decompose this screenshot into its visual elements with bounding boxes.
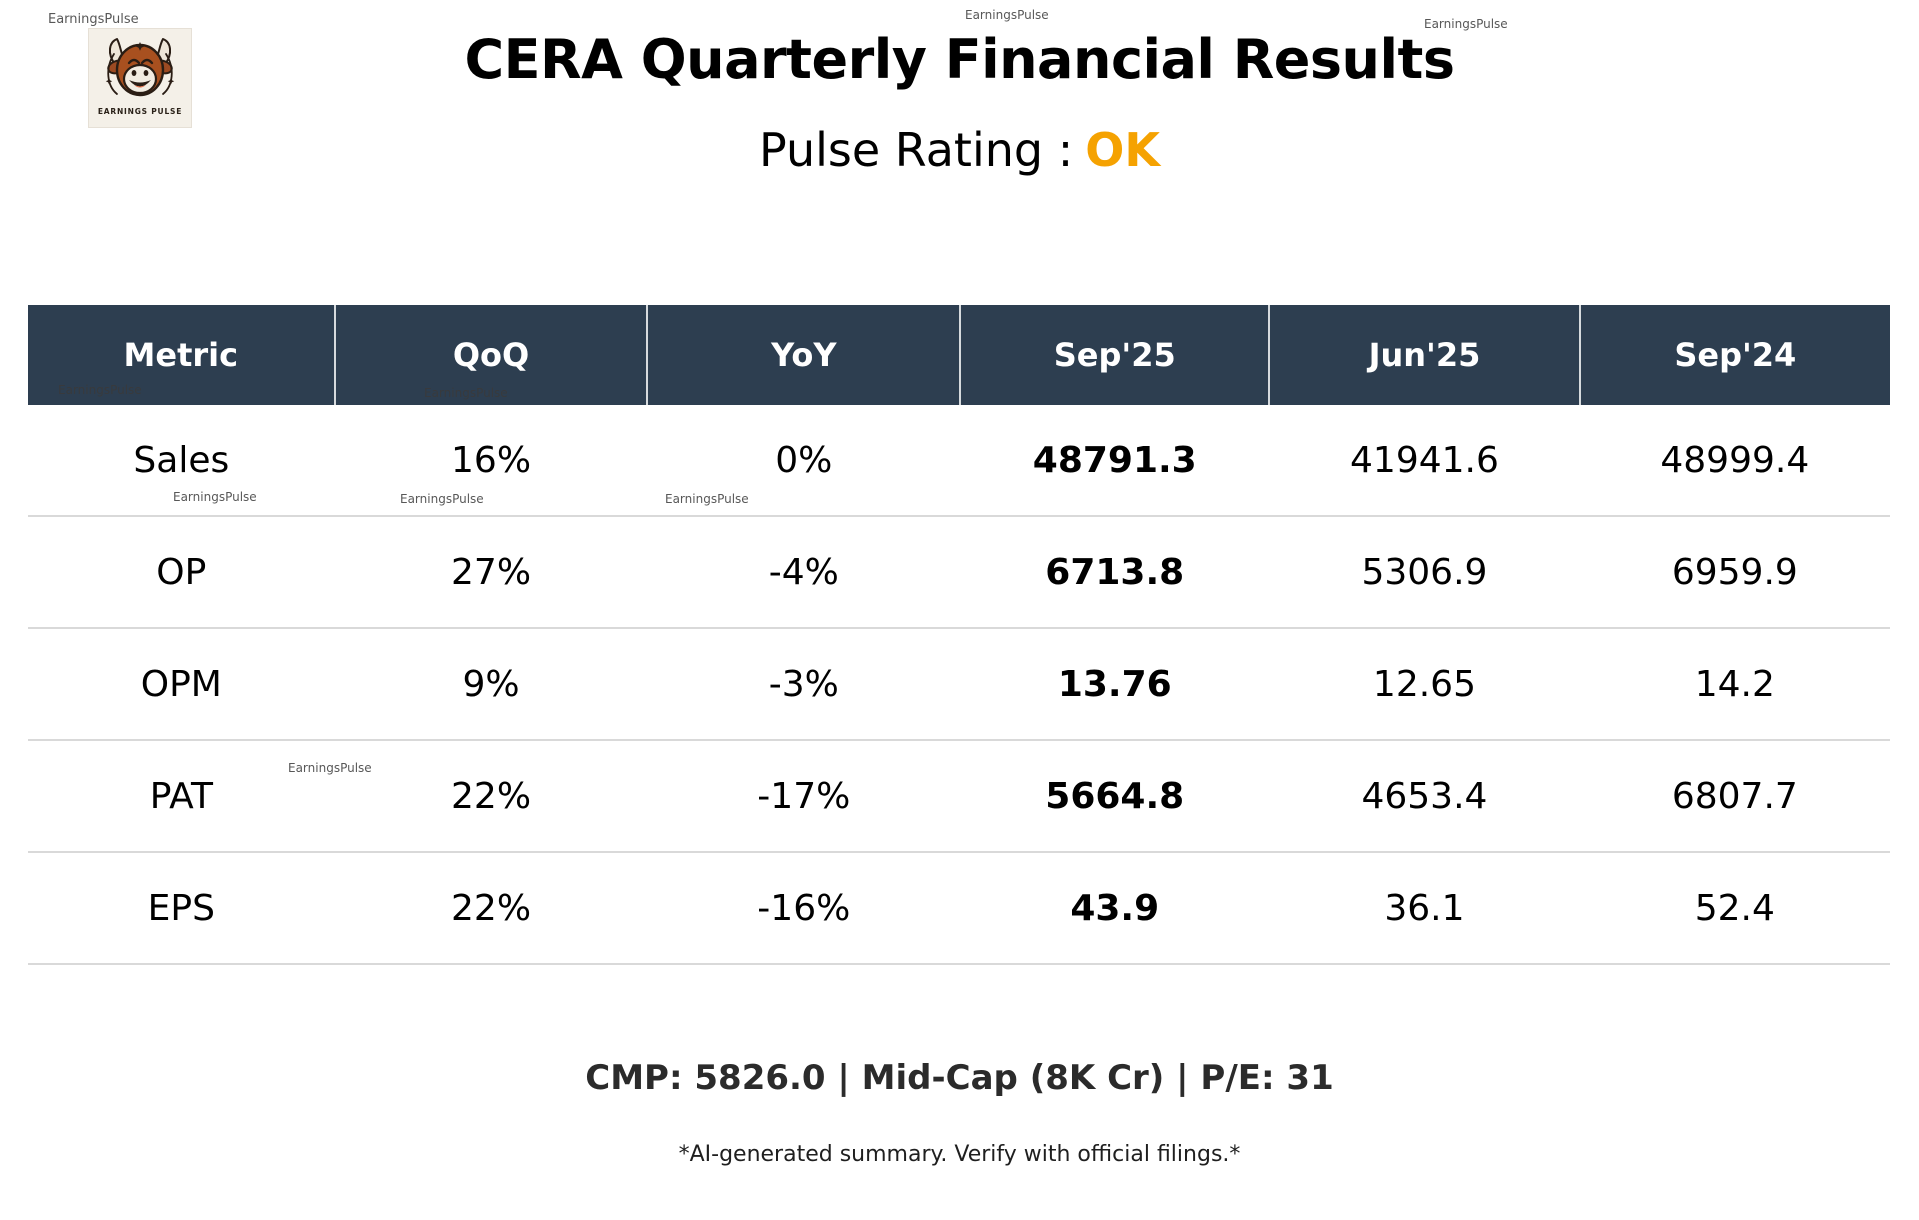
pulse-rating: Pulse Rating : OK bbox=[0, 123, 1919, 177]
table-row: OPM 9% -3% 13.76 12.65 14.2 bbox=[28, 628, 1890, 741]
table-header-row: Metric QoQ YoY Sep'25 Jun'25 Sep'24 bbox=[28, 305, 1890, 405]
cell-prev-quarter: 4653.4 bbox=[1269, 740, 1580, 853]
cell-yoy: -4% bbox=[647, 516, 961, 629]
cell-prev-quarter: 36.1 bbox=[1269, 852, 1580, 965]
cell-yoy: -16% bbox=[647, 852, 961, 965]
cell-current: 48791.3 bbox=[960, 405, 1270, 517]
brand-logo: EARNINGS PULSE bbox=[88, 28, 192, 128]
column-header-sep25: Sep'25 bbox=[960, 305, 1271, 405]
cell-qoq: 22% bbox=[334, 852, 648, 965]
cell-yoy: 0% bbox=[647, 405, 961, 517]
page-title: CERA Quarterly Financial Results bbox=[464, 28, 1455, 91]
cell-metric: OPM bbox=[28, 628, 335, 741]
financial-results-table: Metric QoQ YoY Sep'25 Jun'25 Sep'24 Sale… bbox=[28, 305, 1890, 965]
footer-disclaimer: *AI-generated summary. Verify with offic… bbox=[678, 1142, 1241, 1167]
cell-yoy: -17% bbox=[647, 740, 961, 853]
cell-prev-quarter: 5306.9 bbox=[1269, 516, 1580, 629]
column-header-sep24: Sep'24 bbox=[1579, 305, 1890, 405]
column-header-qoq: QoQ bbox=[334, 305, 649, 405]
cell-metric: PAT bbox=[28, 740, 335, 853]
cell-qoq: 16% bbox=[334, 405, 648, 517]
cell-qoq: 9% bbox=[334, 628, 648, 741]
cell-current: 6713.8 bbox=[960, 516, 1270, 629]
cell-current: 5664.8 bbox=[960, 740, 1270, 853]
cell-metric: Sales bbox=[28, 405, 335, 517]
cell-qoq: 22% bbox=[334, 740, 648, 853]
bull-logo-icon bbox=[101, 34, 179, 106]
logo-caption: EARNINGS PULSE bbox=[97, 107, 183, 116]
pulse-rating-value: OK bbox=[1085, 123, 1160, 177]
cell-prev-year: 6807.7 bbox=[1579, 740, 1890, 853]
table-row: Sales 16% 0% 48791.3 41941.6 48999.4 bbox=[28, 405, 1890, 517]
cell-metric: EPS bbox=[28, 852, 335, 965]
cell-prev-year: 52.4 bbox=[1579, 852, 1890, 965]
column-header-metric: Metric bbox=[28, 305, 336, 405]
column-header-yoy: YoY bbox=[647, 305, 962, 405]
cell-current: 43.9 bbox=[960, 852, 1270, 965]
cell-prev-year: 48999.4 bbox=[1579, 405, 1890, 517]
cell-yoy: -3% bbox=[647, 628, 961, 741]
table-row: OP 27% -4% 6713.8 5306.9 6959.9 bbox=[28, 516, 1890, 629]
cell-prev-year: 14.2 bbox=[1579, 628, 1890, 741]
column-header-jun25: Jun'25 bbox=[1269, 305, 1581, 405]
watermark: EarningsPulse bbox=[48, 12, 139, 27]
watermark: EarningsPulse bbox=[965, 8, 1049, 22]
cell-prev-year: 6959.9 bbox=[1579, 516, 1890, 629]
cell-qoq: 27% bbox=[334, 516, 648, 629]
cell-current: 13.76 bbox=[960, 628, 1270, 741]
footer-stats: CMP: 5826.0 | Mid-Cap (8K Cr) | P/E: 31 bbox=[585, 1058, 1334, 1098]
cell-prev-quarter: 41941.6 bbox=[1269, 405, 1580, 517]
cell-metric: OP bbox=[28, 516, 335, 629]
cell-prev-quarter: 12.65 bbox=[1269, 628, 1580, 741]
pulse-rating-label: Pulse Rating : bbox=[759, 123, 1074, 177]
table-row: EPS 22% -16% 43.9 36.1 52.4 bbox=[28, 852, 1890, 965]
table-row: PAT 22% -17% 5664.8 4653.4 6807.7 bbox=[28, 740, 1890, 853]
